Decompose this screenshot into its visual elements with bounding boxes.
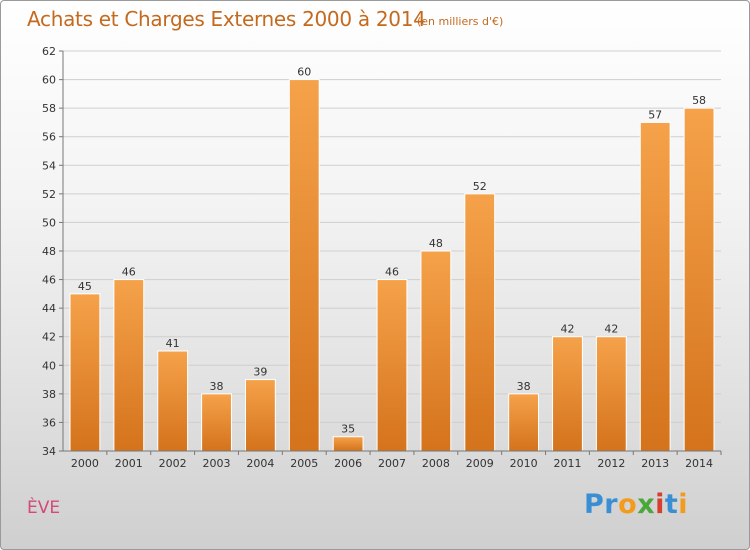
bar-2007 xyxy=(376,279,408,452)
axis-layer: 34 36 38 40 42 44 46 48 50 52 54 56 58 60 62 2000 2001 20… xyxy=(42,45,722,470)
x-tick-label-2008: 2008 xyxy=(422,457,450,470)
x-tick-label-2007: 2007 xyxy=(378,457,406,470)
data-label-2012: 42 xyxy=(604,323,618,336)
x-tick-label-2003: 2003 xyxy=(203,457,231,470)
chart-title: Achats et Charges Externes 2000 à 2014 xyxy=(27,7,426,31)
logo-letter: t xyxy=(664,489,679,520)
data-label-2013: 57 xyxy=(648,108,662,121)
data-label-2009: 52 xyxy=(473,180,487,193)
y-tick-label: 38 xyxy=(42,388,56,401)
data-label-2008: 48 xyxy=(429,237,443,250)
bar-2011 xyxy=(552,336,583,452)
x-tick-label-2005: 2005 xyxy=(290,457,318,470)
bar-2008 xyxy=(420,250,452,452)
x-tick-label-2002: 2002 xyxy=(159,457,187,470)
y-tick-label: 54 xyxy=(42,159,56,172)
bar-2004 xyxy=(244,379,276,452)
y-tick-label: 52 xyxy=(42,188,56,201)
proxiti-logo: Proxiti xyxy=(584,489,688,520)
x-tick-label-2014: 2014 xyxy=(685,457,713,470)
y-tick-label: 56 xyxy=(42,131,56,144)
logo-letter: i xyxy=(655,489,665,520)
x-tick-label-2012: 2012 xyxy=(597,457,625,470)
y-tick-label: 36 xyxy=(42,416,56,429)
x-tick-label-2001: 2001 xyxy=(115,457,143,470)
logo-letter: r xyxy=(604,489,619,520)
bar-2013 xyxy=(639,121,671,452)
data-label-2005: 60 xyxy=(297,66,311,79)
bar-2003 xyxy=(201,393,232,452)
chart-unit: (en milliers d'€) xyxy=(417,15,504,28)
bar-2009 xyxy=(464,193,496,452)
y-tick-label: 58 xyxy=(42,102,56,115)
data-label-2011: 42 xyxy=(560,323,574,336)
bar-2001 xyxy=(113,279,145,452)
logo-letter: P xyxy=(584,489,605,520)
y-tick-label: 44 xyxy=(42,302,56,315)
y-tick-label: 48 xyxy=(42,245,56,258)
y-tick-label: 60 xyxy=(42,74,56,87)
logo-letter: x xyxy=(637,489,656,520)
x-tick-label-2011: 2011 xyxy=(553,457,581,470)
x-tick-label-2000: 2000 xyxy=(71,457,99,470)
bar-2014 xyxy=(683,107,715,452)
x-tick-label-2004: 2004 xyxy=(246,457,274,470)
y-tick-label: 34 xyxy=(42,445,56,458)
y-tick-label: 62 xyxy=(42,45,56,58)
logo-letter: i xyxy=(678,489,689,520)
bar-layer: 45 46 41 38 39 60 35 46 48 52 38 42 42 57 58 xyxy=(69,66,715,452)
bar-2000 xyxy=(69,293,101,452)
data-label-2002: 41 xyxy=(166,337,180,350)
town-name: ÈVE xyxy=(27,498,61,518)
bar-2002 xyxy=(157,350,189,452)
y-tick-label: 50 xyxy=(42,216,56,229)
data-label-2004: 39 xyxy=(253,366,267,379)
data-label-2014: 58 xyxy=(692,94,706,107)
y-tick-label: 40 xyxy=(42,359,56,372)
data-label-2003: 38 xyxy=(210,380,224,393)
bar-2012 xyxy=(595,336,627,452)
data-label-2000: 45 xyxy=(78,280,92,293)
data-label-2006: 35 xyxy=(341,423,355,436)
data-label-2001: 46 xyxy=(122,266,136,279)
data-label-2010: 38 xyxy=(517,380,531,393)
x-tick-label-2010: 2010 xyxy=(510,457,538,470)
data-label-2007: 46 xyxy=(385,266,399,279)
bar-2006 xyxy=(332,436,364,452)
y-tick-label: 46 xyxy=(42,274,56,287)
x-tick-label-2009: 2009 xyxy=(466,457,494,470)
bar-2005 xyxy=(288,79,320,452)
bar-2010 xyxy=(508,393,540,452)
x-tick-label-2006: 2006 xyxy=(334,457,362,470)
y-tick-label: 42 xyxy=(42,331,56,344)
x-tick-label-2013: 2013 xyxy=(641,457,669,470)
logo-letter: o xyxy=(618,489,638,520)
